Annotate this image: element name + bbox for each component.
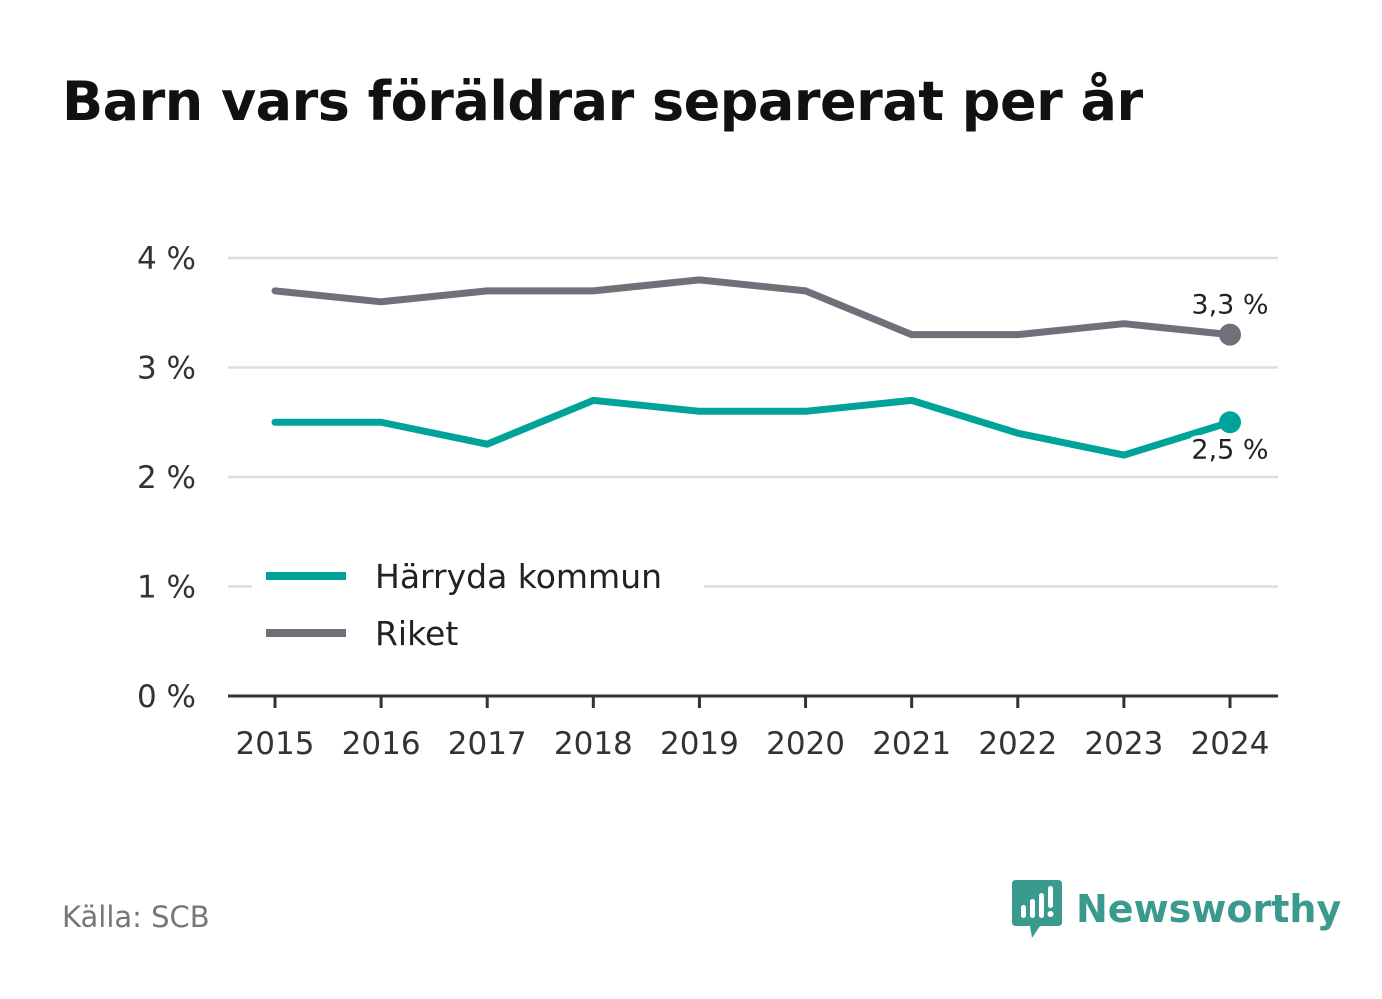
- series-line: [271, 276, 1234, 339]
- end-label: 3,3 %: [1191, 290, 1268, 321]
- x-tick-label: 2017: [448, 726, 527, 762]
- x-axis: 2015 2016 2017 2018 2019 2020 2021 2022 2023 2024: [228, 694, 1278, 762]
- x-tick-label: 2023: [1084, 726, 1163, 762]
- chart-title: Barn vars föräldrar separerat per år: [62, 70, 1143, 133]
- newsworthy-logo: Newsworthy: [1012, 878, 1341, 940]
- x-tick-label: 2024: [1191, 726, 1270, 762]
- x-tick-label: 2022: [978, 726, 1057, 762]
- brand-name: Newsworthy: [1076, 887, 1342, 931]
- end-label: 2,5 %: [1191, 434, 1268, 465]
- y-tick-label: 3 %: [137, 351, 196, 387]
- x-tick-label: 2018: [554, 726, 633, 762]
- source-note: Källa: SCB: [62, 900, 210, 934]
- x-tick-label: 2021: [872, 726, 951, 762]
- x-tick-label: 2016: [342, 726, 421, 762]
- y-tick-label: 0 %: [137, 679, 196, 715]
- y-tick-label: 2 %: [137, 460, 196, 496]
- legend: Härryda kommun Riket: [252, 546, 704, 670]
- x-tick-label: 2015: [236, 726, 315, 762]
- y-axis: 0 % 1 % 2 % 3 % 4 %: [137, 241, 196, 715]
- legend-label: Härryda kommun: [375, 557, 662, 596]
- legend-label: Riket: [375, 614, 458, 653]
- y-tick-label: 1 %: [137, 570, 196, 606]
- end-point: [1219, 323, 1241, 346]
- legend-background: [252, 546, 704, 670]
- end-labels: 2,5 % 3,3 %: [1188, 286, 1272, 469]
- x-tick-label: 2020: [766, 726, 845, 762]
- end-point: [1219, 411, 1241, 434]
- x-tick-label: 2019: [660, 726, 739, 762]
- series-line: [271, 396, 1234, 459]
- y-tick-label: 4 %: [137, 241, 196, 277]
- newsworthy-logo-icon: [1012, 880, 1062, 938]
- series-lines: [271, 276, 1241, 459]
